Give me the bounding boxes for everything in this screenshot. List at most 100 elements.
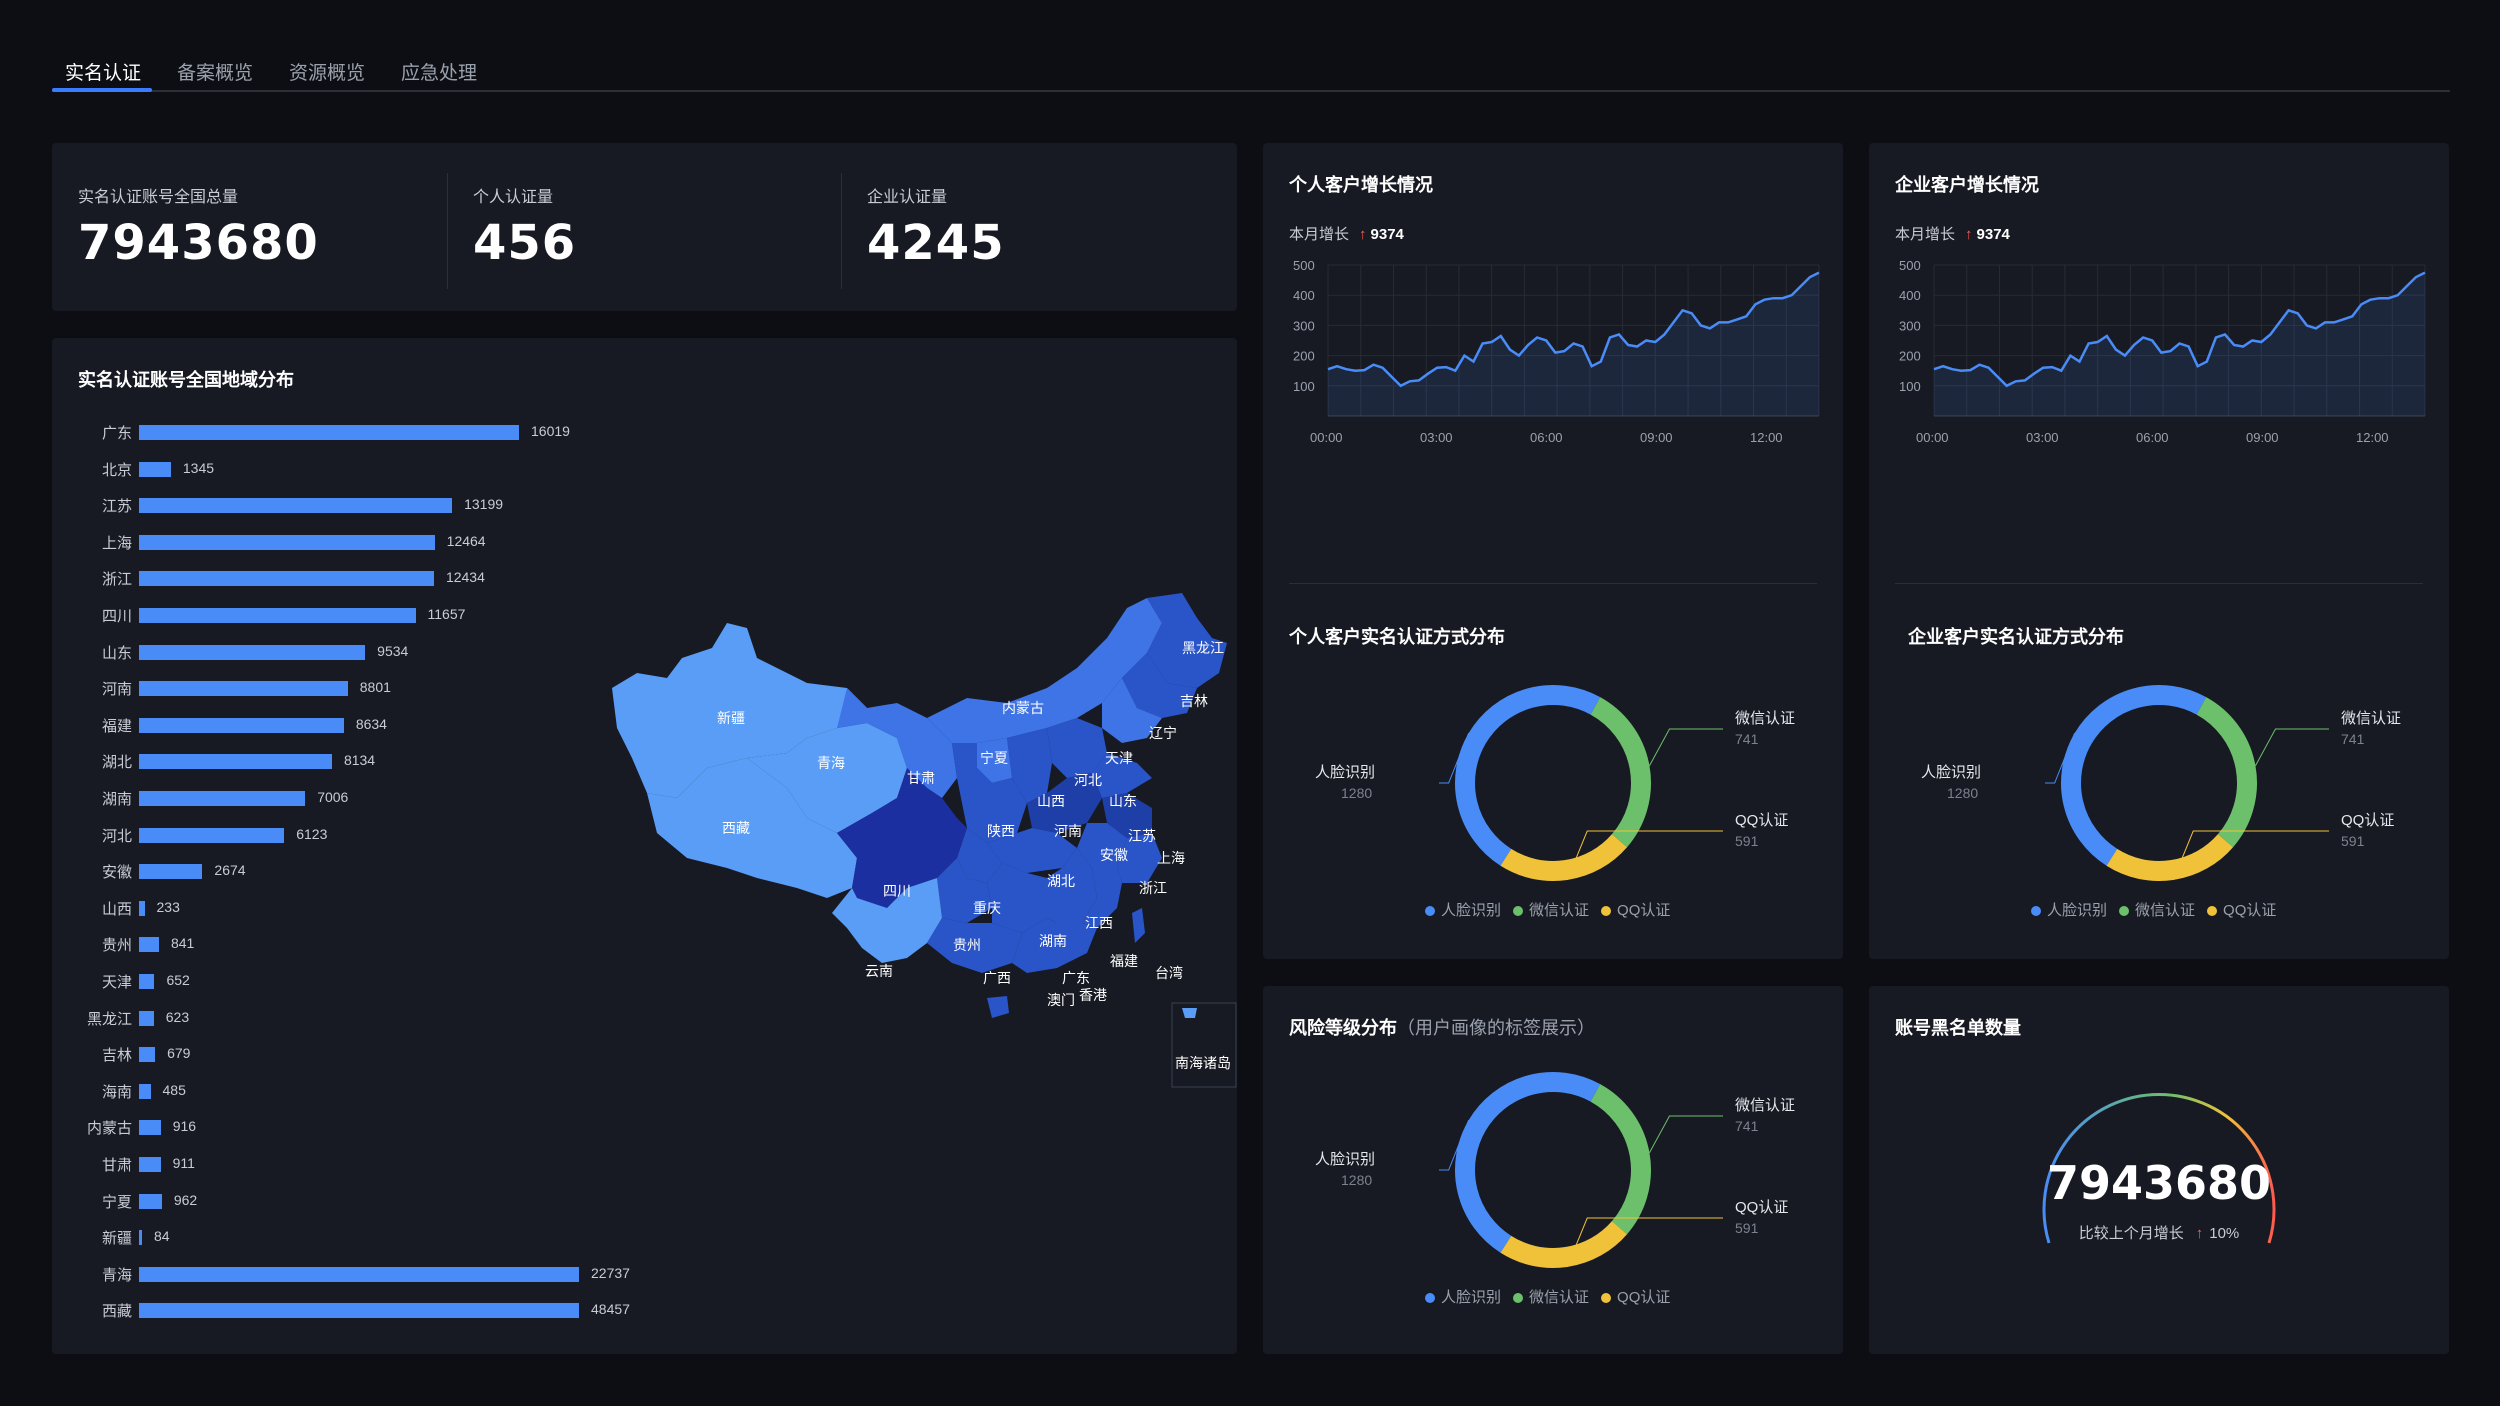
y-tick-label: 300 [1293,318,1315,333]
legend-item[interactable]: QQ认证 [2223,902,2277,919]
bar-value-label: 2674 [214,862,246,879]
bar[interactable] [139,1047,156,1063]
legend-item[interactable]: 微信认证 [2135,902,2196,919]
bar-row: 黑龙江 623 [52,1008,672,1028]
map-region-xinjiang[interactable] [612,623,867,798]
donut-slice [1590,697,1651,848]
map-region-ningxia[interactable] [977,738,1012,783]
legend-item[interactable]: 人脸识别 [1441,1289,1502,1306]
y-tick-label: 100 [1899,379,1921,394]
legend-dot [1425,906,1435,916]
bar[interactable] [139,571,434,587]
bar-label: 湖北 [101,754,132,772]
leader-line [1439,732,1470,784]
legend-item[interactable]: 人脸识别 [2047,902,2108,919]
bar[interactable] [139,534,435,550]
enterprise-method-donut: 人脸识别 1280 微信认证 741 QQ认证 591 人脸识别 微信认证 QQ认证 [1869,663,2449,943]
bar[interactable] [139,791,306,806]
legend-item[interactable]: QQ认证 [1617,1289,1671,1306]
bar[interactable] [139,608,416,623]
map-region-guizhou[interactable] [937,858,992,923]
donut-label: 人脸识别 [1315,1151,1376,1168]
map-region-gansu[interactable] [837,688,957,798]
map-province-label: 宁夏 [980,750,1008,766]
map-region-hebei[interactable] [1047,718,1107,778]
y-tick-label: 200 [1899,349,1921,364]
bar[interactable] [139,1193,162,1209]
map-region-jiangxi[interactable] [1047,848,1097,923]
legend-dot [1513,906,1524,916]
map-region-jilin[interactable] [1122,653,1197,718]
map-region-shanxi[interactable] [1007,728,1052,803]
map-region-qinghai[interactable] [747,723,907,833]
bar[interactable] [139,461,171,477]
blacklist-compare: 比较上个月增长 ↑ 10% [1869,1222,2449,1243]
bar-label: 河北 [101,827,132,845]
bar-label: 江苏 [101,498,132,516]
bar-row: 内蒙古 916 [52,1117,672,1137]
arrow-up-icon: ↑ [1965,226,1973,243]
legend-item[interactable]: 人脸识别 [1441,902,1502,919]
map-region-hainan[interactable] [987,996,1009,1018]
legend-item[interactable]: 微信认证 [1529,902,1590,919]
map-region-xizang[interactable] [647,758,857,898]
donut-label: QQ认证 [1735,1199,1789,1216]
map-region-neimenggu[interactable] [927,598,1162,743]
enterprise-card: 企业客户增长情况 本月增长 ↑ 9374 100 200 300 400 500 00:00 0… [1869,143,2449,959]
bar[interactable] [139,425,519,440]
legend-item[interactable]: 微信认证 [1529,1289,1590,1306]
map-region-liaoning[interactable] [1102,678,1162,743]
map-region-hubei[interactable] [987,828,1077,873]
bar[interactable] [139,644,366,660]
compare-label: 比较上个月增长 [2078,1225,2184,1242]
bar[interactable] [139,1010,154,1026]
map-region-fujian[interactable] [1082,868,1122,928]
bar[interactable] [139,937,159,953]
map-region-sichuan[interactable] [837,768,967,908]
map-region-zhejiang[interactable] [1117,833,1162,883]
map-region-heilongjiang[interactable] [1147,593,1227,688]
bar[interactable] [139,498,453,514]
bar[interactable] [139,1266,579,1282]
tab-emergency[interactable]: 应急处理 [401,63,478,84]
bar[interactable] [139,1083,151,1099]
bar[interactable] [139,717,344,733]
map-region-shaanxi[interactable] [952,743,1027,843]
bar-label: 安徽 [101,864,132,882]
bar[interactable] [139,864,203,880]
map-region-chongqing[interactable] [957,828,1002,883]
stat-divider [841,173,842,289]
tab-real-name[interactable]: 实名认证 [65,63,142,84]
tab-resource-overview[interactable]: 资源概览 [289,63,366,84]
compare-value: 10% [2209,1225,2240,1242]
tab-filing-overview[interactable]: 备案概览 [177,63,254,84]
donut-legend: 人脸识别 微信认证 QQ认证 [2019,899,2276,920]
arrow-up-icon: ↑ [2195,1225,2204,1242]
donut-legend: 人脸识别 微信认证 QQ认证 [1413,899,1670,920]
bar-value-label: 962 [173,1191,198,1208]
bar[interactable] [139,1157,161,1172]
map-region-yunnan[interactable] [832,878,942,963]
enterprise-growth-chart: 100 200 300 400 500 00:00 03:00 06:00 09:00 12:00 [1899,258,2426,445]
bar-row: 福建 8634 [52,715,672,735]
bar[interactable] [139,827,285,843]
map-region-henan[interactable] [1027,773,1102,833]
bar-row: 河南 8801 [52,678,672,698]
bar[interactable] [139,1120,161,1136]
bar[interactable] [139,754,332,770]
bar[interactable] [139,900,145,916]
map-region-shandong[interactable] [1092,753,1152,798]
map-region-taiwan[interactable] [1132,908,1145,943]
bar[interactable] [139,974,155,989]
bar[interactable] [139,1230,142,1246]
donut-label: QQ认证 [1735,812,1789,829]
map-region-guangdong[interactable] [1012,918,1097,973]
bar-row: 贵州 841 [52,934,672,954]
map-region-guangxi[interactable] [927,918,1022,973]
map-region-anhui[interactable] [1077,823,1127,868]
legend-item[interactable]: QQ认证 [1617,902,1671,919]
bar[interactable] [139,1303,579,1319]
map-region-hunan[interactable] [987,863,1047,933]
bar[interactable] [139,681,348,697]
map-region-jiangsu[interactable] [1102,793,1152,838]
